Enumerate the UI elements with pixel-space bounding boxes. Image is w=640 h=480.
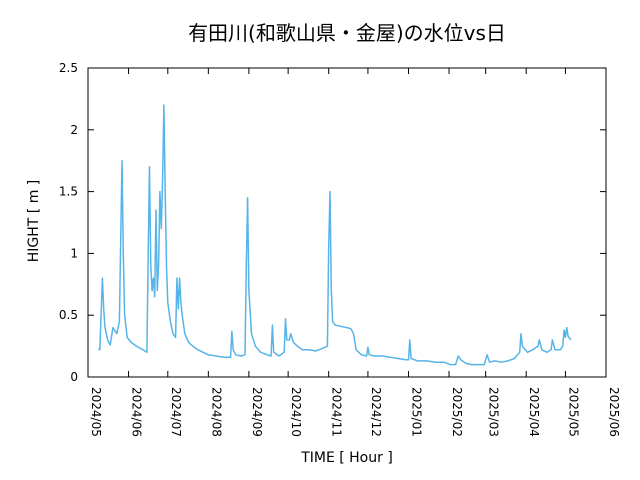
x-tick-label: 2024/09: [250, 387, 264, 437]
x-tick-label: 2025/06: [607, 387, 621, 437]
y-tick-label: 1: [70, 246, 78, 260]
x-tick-label: 2025/01: [409, 387, 423, 437]
x-tick-label: 2024/06: [130, 387, 144, 437]
y-tick-label: 1.5: [59, 185, 78, 199]
data-series: [97, 104, 572, 366]
x-tick-label: 2024/12: [369, 387, 383, 437]
x-tick-label: 2025/05: [566, 387, 580, 437]
x-tick-label: 2024/08: [209, 387, 223, 437]
x-tick-label: 2024/10: [289, 387, 303, 437]
y-tick-label: 0.5: [59, 308, 78, 322]
series-line: [97, 104, 572, 366]
y-ticks: 0 0.5 1 1.5 2 2.5: [59, 61, 606, 384]
x-tick-label: 2025/04: [527, 387, 541, 437]
y-tick-label: 2.5: [59, 61, 78, 75]
x-tick-label: 2024/05: [89, 387, 103, 437]
x-axis-label: TIME [ Hour ]: [300, 450, 393, 466]
x-tick-label: 2025/02: [450, 387, 464, 437]
plot-frame: [87, 67, 607, 378]
y-tick-label: 0: [70, 370, 78, 384]
chart-title: 有田川(和歌山県・金屋)の水位vs日: [188, 21, 506, 45]
x-tick-label: 2024/11: [330, 387, 344, 437]
x-tick-label: 2024/07: [169, 387, 183, 437]
y-tick-label: 2: [70, 123, 78, 137]
x-ticks: 2024/05 2024/06 2024/07 2024/08 2024/09 2024/…: [87, 68, 621, 437]
x-tick-label: 2025/03: [487, 387, 501, 437]
y-axis-label: HIGHT [ m ]: [26, 180, 42, 263]
